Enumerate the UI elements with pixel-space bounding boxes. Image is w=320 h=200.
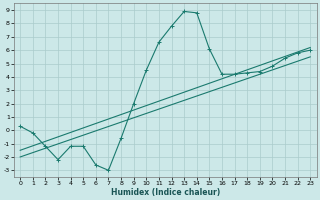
X-axis label: Humidex (Indice chaleur): Humidex (Indice chaleur)	[111, 188, 220, 197]
